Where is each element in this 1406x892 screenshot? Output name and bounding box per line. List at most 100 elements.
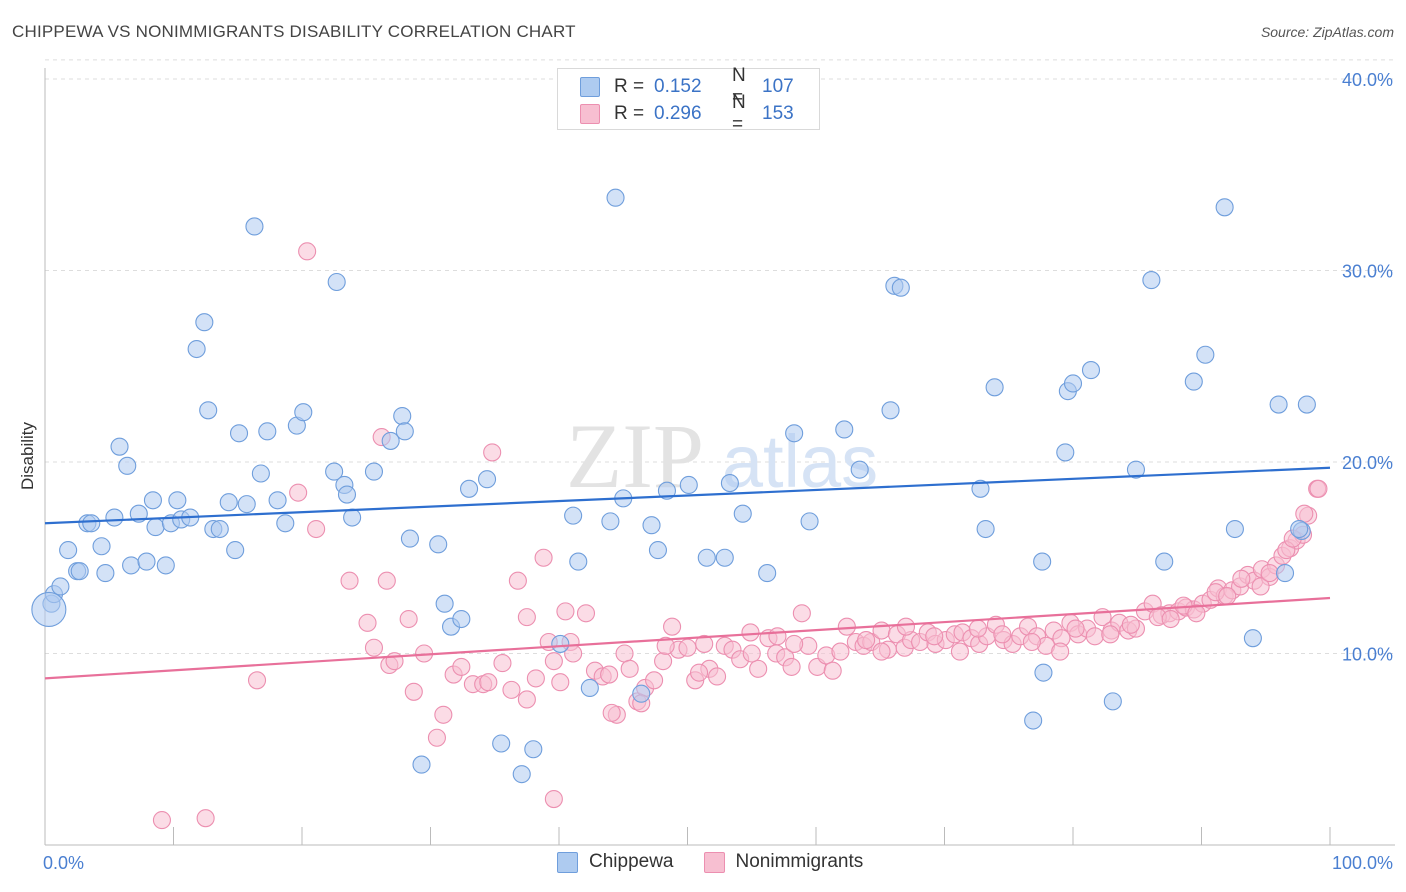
nonimmigrants-point bbox=[741, 623, 760, 642]
nonimmigrants-trend-line bbox=[44, 596, 1331, 680]
nonimmigrants-point bbox=[1066, 619, 1085, 638]
nonimmigrants-point bbox=[993, 625, 1012, 644]
nonimmigrants-point bbox=[483, 443, 502, 462]
chippewa-point bbox=[1269, 395, 1288, 414]
chippewa-points bbox=[31, 188, 1316, 784]
nonimmigrants-point bbox=[831, 642, 850, 661]
chippewa-point bbox=[219, 493, 238, 512]
chippewa-point bbox=[1225, 519, 1244, 539]
y-tick-label: 30.0% bbox=[1342, 262, 1393, 282]
nonimmigrants-point bbox=[452, 657, 471, 676]
watermark-zip: ZIP bbox=[566, 405, 704, 507]
x-tick-label: 0.0% bbox=[43, 853, 84, 873]
nonimmigrants-point bbox=[857, 631, 876, 650]
axes bbox=[44, 68, 1395, 846]
chippewa-point bbox=[551, 634, 570, 653]
chippewa-point bbox=[51, 577, 70, 596]
nonimmigrants-point bbox=[298, 242, 317, 261]
chippewa-point bbox=[276, 514, 295, 533]
nonimmigrants-point bbox=[479, 673, 498, 692]
chippewa-point bbox=[800, 512, 819, 531]
chippewa-point bbox=[137, 552, 156, 571]
nonimmigrants-point bbox=[289, 483, 308, 502]
chippewa-point bbox=[835, 420, 854, 439]
chippewa-point bbox=[251, 464, 270, 483]
chippewa-point bbox=[96, 564, 115, 583]
chippewa-point bbox=[31, 591, 67, 628]
chippewa-point bbox=[199, 401, 218, 420]
n-label: N = bbox=[732, 65, 746, 108]
chippewa-point bbox=[168, 491, 187, 510]
chippewa-point bbox=[294, 403, 313, 422]
nonimmigrants-point bbox=[551, 673, 570, 692]
y-tick-label: 40.0% bbox=[1342, 70, 1393, 90]
nonimmigrants-point bbox=[364, 638, 384, 657]
legend-label-chippewa: Chippewa bbox=[589, 851, 674, 872]
nonimmigrants-point bbox=[837, 617, 856, 636]
chippewa-point bbox=[1063, 374, 1083, 393]
chippewa-point bbox=[268, 491, 287, 510]
chippewa-point bbox=[226, 541, 245, 560]
nonimmigrants-point bbox=[517, 690, 536, 709]
nonimmigrants-point bbox=[656, 636, 675, 655]
nonimmigrants-point bbox=[695, 634, 714, 653]
nonimmigrants-point bbox=[493, 654, 512, 673]
legend-item-chippewa[interactable]: Chippewa bbox=[557, 851, 674, 873]
chippewa-point bbox=[195, 313, 214, 332]
nonimmigrants-point bbox=[502, 680, 521, 699]
chippewa-point bbox=[785, 424, 804, 443]
chippewa-point bbox=[337, 485, 357, 504]
n-value: 107 bbox=[762, 76, 794, 97]
chippewa-point bbox=[118, 456, 137, 475]
chippewa-point bbox=[393, 406, 412, 426]
chippewa-point bbox=[564, 506, 583, 525]
chippewa-point bbox=[1024, 711, 1043, 730]
chippewa-point bbox=[1297, 395, 1316, 414]
n-value: 153 bbox=[762, 103, 794, 124]
stats-row-nonimmigrants: R = 0.296 N = 153 bbox=[580, 92, 794, 135]
nonimmigrants-point bbox=[925, 627, 944, 646]
chippewa-point bbox=[110, 437, 129, 456]
nonimmigrants-point bbox=[1022, 632, 1041, 652]
nonimmigrants-point bbox=[872, 642, 891, 661]
chippewa-point bbox=[429, 535, 448, 554]
chippewa-trend-line bbox=[44, 466, 1331, 525]
nonimmigrants-point bbox=[823, 661, 842, 680]
chippewa-point bbox=[891, 278, 910, 297]
chippewa-point bbox=[1215, 198, 1234, 217]
chippewa-swatch bbox=[557, 851, 578, 873]
chippewa-point bbox=[733, 504, 752, 523]
nonimmigrants-swatch bbox=[703, 851, 725, 873]
chippewa-point bbox=[1155, 552, 1174, 571]
chippewa-point bbox=[343, 508, 362, 527]
chippewa-point bbox=[642, 516, 661, 535]
nonimmigrants-point bbox=[434, 705, 453, 724]
chippewa-point bbox=[327, 272, 346, 292]
chippewa-point bbox=[1126, 460, 1146, 479]
nonimmigrants-point bbox=[782, 657, 801, 676]
chippewa-point bbox=[59, 541, 78, 560]
nonimmigrants-point bbox=[1101, 625, 1120, 644]
n-label: N = bbox=[732, 92, 746, 135]
chippewa-point bbox=[412, 755, 431, 774]
chippewa-point bbox=[105, 508, 124, 527]
chippewa-point bbox=[1243, 629, 1262, 648]
chippewa-point bbox=[459, 479, 479, 498]
nonimmigrants-point bbox=[1085, 627, 1104, 646]
nonimmigrants-point bbox=[427, 728, 446, 747]
chippewa-point bbox=[82, 514, 101, 533]
nonimmigrants-point bbox=[602, 703, 621, 722]
chippewa-point bbox=[143, 491, 162, 510]
chippewa-point bbox=[70, 562, 89, 581]
chippewa-point bbox=[381, 431, 400, 450]
chippewa-point bbox=[1081, 361, 1101, 380]
nonimmigrants-point bbox=[1051, 642, 1070, 661]
chippewa-point bbox=[395, 422, 414, 441]
chippewa-point bbox=[580, 678, 599, 698]
nonimmigrants-point bbox=[678, 638, 697, 657]
nonimmigrants-point bbox=[1161, 609, 1180, 629]
nonimmigrants-point bbox=[600, 665, 619, 684]
stats-row-chippewa: R = 0.152 N = 107 bbox=[580, 65, 794, 108]
legend-item-nonimmigrants[interactable]: Nonimmigrants bbox=[703, 851, 863, 873]
